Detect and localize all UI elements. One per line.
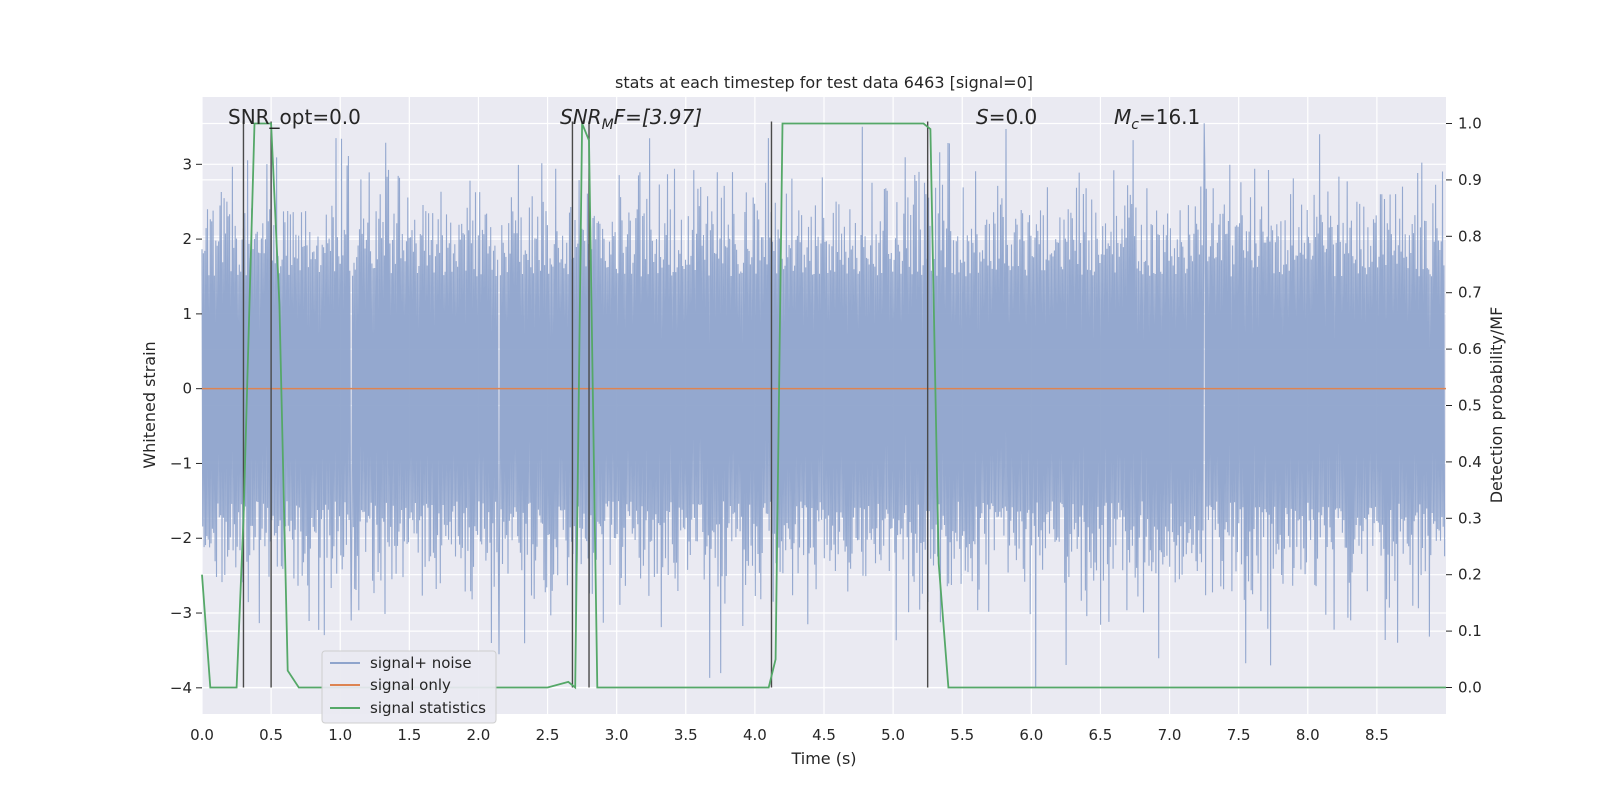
- y2-tick-label: 0.1: [1458, 622, 1482, 640]
- y2-tick-label: 0.5: [1458, 397, 1482, 415]
- x-tick-label: 5.5: [950, 726, 974, 744]
- y2-tick-label: 0.8: [1458, 227, 1482, 245]
- y2-tick-label: 1.0: [1458, 115, 1482, 133]
- annotation-s-rest: =0.0: [989, 105, 1038, 129]
- annotation-mc: Mc=16.1: [1114, 105, 1200, 133]
- x-tick-label: 1.0: [328, 726, 352, 744]
- x-ticks: 0.0 0.5 1.0 1.5 2.0 2.5 3.0 3.5 4.0 4.5 5.0 5.5 6.0 6…: [190, 726, 1389, 744]
- y2-tick-label: 0.7: [1458, 284, 1482, 302]
- x-tick-label: 6.5: [1089, 726, 1113, 744]
- x-tick-label: 4.5: [812, 726, 836, 744]
- x-tick-label: 3.5: [674, 726, 698, 744]
- annotation-s: S=0.0: [976, 105, 1037, 129]
- annotation-mc-sub: c: [1131, 117, 1139, 133]
- annotation-s-main: S: [976, 105, 989, 129]
- annotation-mc-rest: =16.1: [1139, 105, 1200, 129]
- y-tick-label: 0: [182, 380, 192, 398]
- legend: signal+ noise signal only signal statist…: [321, 650, 497, 724]
- annotation-snr-opt: SNR_opt=0.0: [228, 105, 361, 129]
- noise-line: [201, 123, 1446, 688]
- y-tick-label: −3: [170, 604, 192, 622]
- statistics-series: [201, 122, 1446, 690]
- annotation-mc-main: M: [1114, 105, 1131, 129]
- x-tick-label: 2.0: [467, 726, 491, 744]
- y-tick-label: −2: [170, 529, 192, 547]
- x-tick-label: 0.0: [190, 726, 214, 744]
- x-tick-label: 6.0: [1019, 726, 1043, 744]
- y2-tick-label: 0.4: [1458, 453, 1482, 471]
- x-tick-label: 8.5: [1365, 726, 1389, 744]
- x-tick-label: 7.5: [1227, 726, 1251, 744]
- y2-axis-label: Detection probability/MF: [1487, 307, 1506, 504]
- annotation-snr-mf-sub: M: [602, 117, 614, 133]
- statistics-line: [201, 122, 1446, 690]
- y-tick-label: 3: [182, 155, 192, 173]
- x-tick-label: 5.0: [881, 726, 905, 744]
- x-tick-label: 0.5: [259, 726, 283, 744]
- x-axis-label: Time (s): [790, 749, 856, 768]
- y2-ticks: 0.0 0.1 0.2 0.3 0.4 0.5 0.6 0.7 0.8 0.9 1.0: [1446, 115, 1482, 696]
- x-tick-label: 2.5: [536, 726, 560, 744]
- y-tick-label: −4: [170, 679, 192, 697]
- vertical-markers: [242, 121, 929, 688]
- legend-label-noise: signal+ noise: [370, 654, 472, 672]
- y2-tick-label: 0.9: [1458, 171, 1482, 189]
- x-tick-label: 1.5: [397, 726, 421, 744]
- chart-title: stats at each timestep for test data 646…: [615, 73, 1033, 92]
- annotation-snr-mf: SNRMF=[3.97]: [560, 105, 702, 133]
- x-tick-label: 8.0: [1296, 726, 1320, 744]
- annotation-snr-mf-rest: F=[3.97]: [614, 105, 702, 129]
- y-tick-label: −1: [170, 454, 192, 472]
- legend-label-statistics: signal statistics: [370, 699, 486, 717]
- y2-tick-label: 0.3: [1458, 509, 1482, 527]
- y2-tick-label: 0.2: [1458, 566, 1482, 584]
- x-tick-label: 7.0: [1158, 726, 1182, 744]
- y2-tick-label: 0.6: [1458, 340, 1482, 358]
- y-tick-label: 1: [182, 305, 192, 323]
- annotation-snr-mf-main: SNR: [560, 105, 602, 129]
- y-ticks: −4 −3 −2 −1 0 1 2 3: [170, 155, 202, 697]
- x-tick-label: 4.0: [743, 726, 767, 744]
- noise-series: [201, 123, 1446, 688]
- y-tick-label: 2: [182, 230, 192, 248]
- y2-tick-label: 0.0: [1458, 678, 1482, 696]
- y-axis-label: Whitened strain: [140, 341, 159, 468]
- x-tick-label: 3.0: [605, 726, 629, 744]
- legend-label-signal-only: signal only: [370, 676, 451, 694]
- legend-box: [321, 650, 497, 724]
